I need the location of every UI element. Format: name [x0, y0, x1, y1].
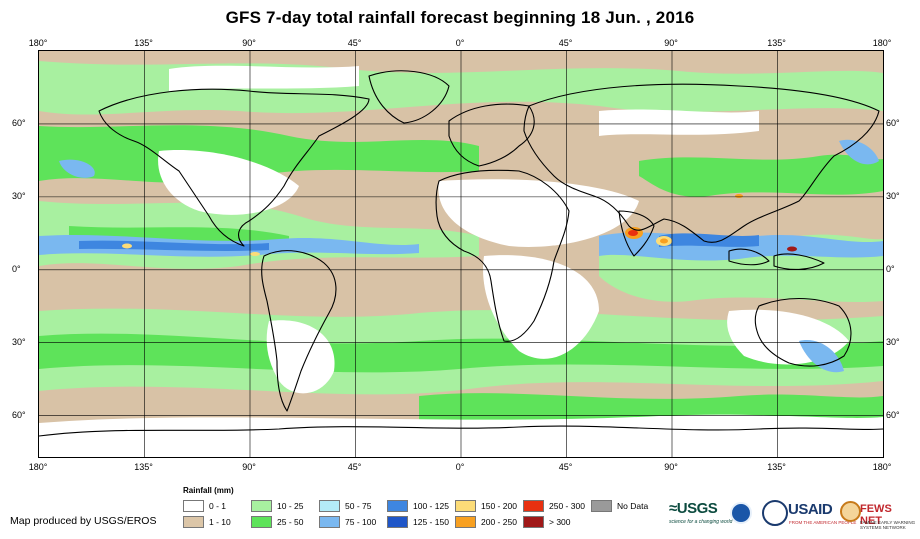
legend-swatch [523, 516, 544, 528]
rainfall-legend: 0 - 1 1 - 10 10 - 25 25 - 50 50 - 75 75 - 100… [183, 500, 663, 534]
lon-label-top: 0° [455, 38, 465, 48]
legend-label: 50 - 75 [345, 501, 372, 511]
legend-label: 150 - 200 [481, 501, 517, 511]
lat-label-right: 60° [886, 409, 900, 420]
legend-label: 25 - 50 [277, 517, 304, 527]
lon-label-top: 90° [664, 38, 678, 48]
lon-label-bottom: 135° [767, 462, 786, 472]
lon-label-bottom: 45° [558, 462, 573, 472]
legend-swatch [183, 500, 204, 512]
lon-label-top: 90° [242, 38, 256, 48]
legend-item: 75 - 100 [319, 516, 376, 528]
usaid-seal-icon [762, 500, 788, 526]
graticule [39, 51, 883, 457]
legend-item: 250 - 300 [523, 500, 585, 512]
legend-label: No Data [617, 501, 649, 511]
map-credit: Map produced by USGS/EROS [10, 515, 157, 527]
agency-logos: ≈USGS science for a changing world USAID… [664, 496, 916, 536]
map-canvas [39, 51, 883, 457]
country-borders [39, 70, 883, 437]
legend-label: 125 - 150 [413, 517, 449, 527]
lon-label-top: 45° [347, 38, 362, 48]
legend-item: 200 - 250 [455, 516, 517, 528]
legend-swatch [523, 500, 544, 512]
legend-item: 150 - 200 [455, 500, 517, 512]
lon-label-top: 45° [558, 38, 573, 48]
legend-swatch [591, 500, 612, 512]
legend-label: 250 - 300 [549, 501, 585, 511]
rainfall-map [38, 50, 884, 458]
lon-label-bottom: 90° [664, 462, 678, 472]
legend-swatch [455, 500, 476, 512]
lon-label-bottom: 180° [872, 462, 892, 472]
lat-label-left: 60° [12, 117, 26, 128]
legend-item: 125 - 150 [387, 516, 449, 528]
map-title: GFS 7-day total rainfall forecast beginn… [225, 8, 695, 27]
lon-label-top: 180° [28, 38, 48, 48]
usgs-logo: ≈USGS [669, 500, 718, 517]
legend-label: 100 - 125 [413, 501, 449, 511]
lat-label-right: 30° [886, 336, 900, 347]
rain-extreme-spots [122, 194, 797, 256]
lat-label-left: 30° [12, 190, 26, 201]
legend-item: 50 - 75 [319, 500, 371, 512]
legend-label: 200 - 250 [481, 517, 517, 527]
lon-label-top: 135° [767, 38, 786, 48]
usaid-tagline: FROM THE AMERICAN PEOPLE [789, 520, 857, 525]
lat-label-right: 60° [886, 117, 900, 128]
usgs-tagline: science for a changing world [669, 519, 733, 525]
legend-label: 75 - 100 [345, 517, 377, 527]
legend-swatch [387, 516, 408, 528]
lon-label-bottom: 0° [455, 462, 465, 472]
lat-label-right: 30° [886, 190, 900, 201]
legend-swatch [183, 516, 204, 528]
legend-swatch [319, 516, 340, 528]
legend-label: > 300 [549, 517, 571, 527]
legend-swatch [387, 500, 408, 512]
lon-label-top: 135° [134, 38, 153, 48]
legend-item: 100 - 125 [387, 500, 449, 512]
lon-label-bottom: 135° [134, 462, 153, 472]
legend-item: 10 - 25 [251, 500, 303, 512]
lat-label-left: 30° [12, 336, 26, 347]
legend-swatch [251, 516, 272, 528]
legend-item: 1 - 10 [183, 516, 231, 528]
fews-net-logo: FEWS NET [860, 503, 892, 527]
lon-label-top: 180° [872, 38, 892, 48]
lon-label-bottom: 180° [28, 462, 48, 472]
legend-label: 10 - 25 [277, 501, 304, 511]
lon-label-bottom: 90° [242, 462, 256, 472]
legend-label: 1 - 10 [209, 517, 231, 527]
lat-label-right: 0° [886, 263, 895, 274]
usaid-logo: USAID [788, 501, 833, 518]
lat-label-left: 0° [12, 263, 21, 274]
legend-item: 0 - 1 [183, 500, 226, 512]
fews-net-seal-icon [840, 501, 861, 522]
fews-net-tagline: FAMINE EARLY WARNING SYSTEMS NETWORK [860, 520, 916, 530]
legend-swatch [455, 516, 476, 528]
legend-item: > 300 [523, 516, 571, 528]
legend-item: 25 - 50 [251, 516, 303, 528]
legend-swatch [251, 500, 272, 512]
lat-label-left: 60° [12, 409, 26, 420]
legend-item: No Data [591, 500, 648, 512]
legend-title: Rainfall (mm) [183, 486, 234, 495]
legend-label: 0 - 1 [209, 501, 227, 511]
noaa-seal-icon [730, 502, 752, 524]
legend-swatch [319, 500, 340, 512]
lon-label-bottom: 45° [347, 462, 362, 472]
